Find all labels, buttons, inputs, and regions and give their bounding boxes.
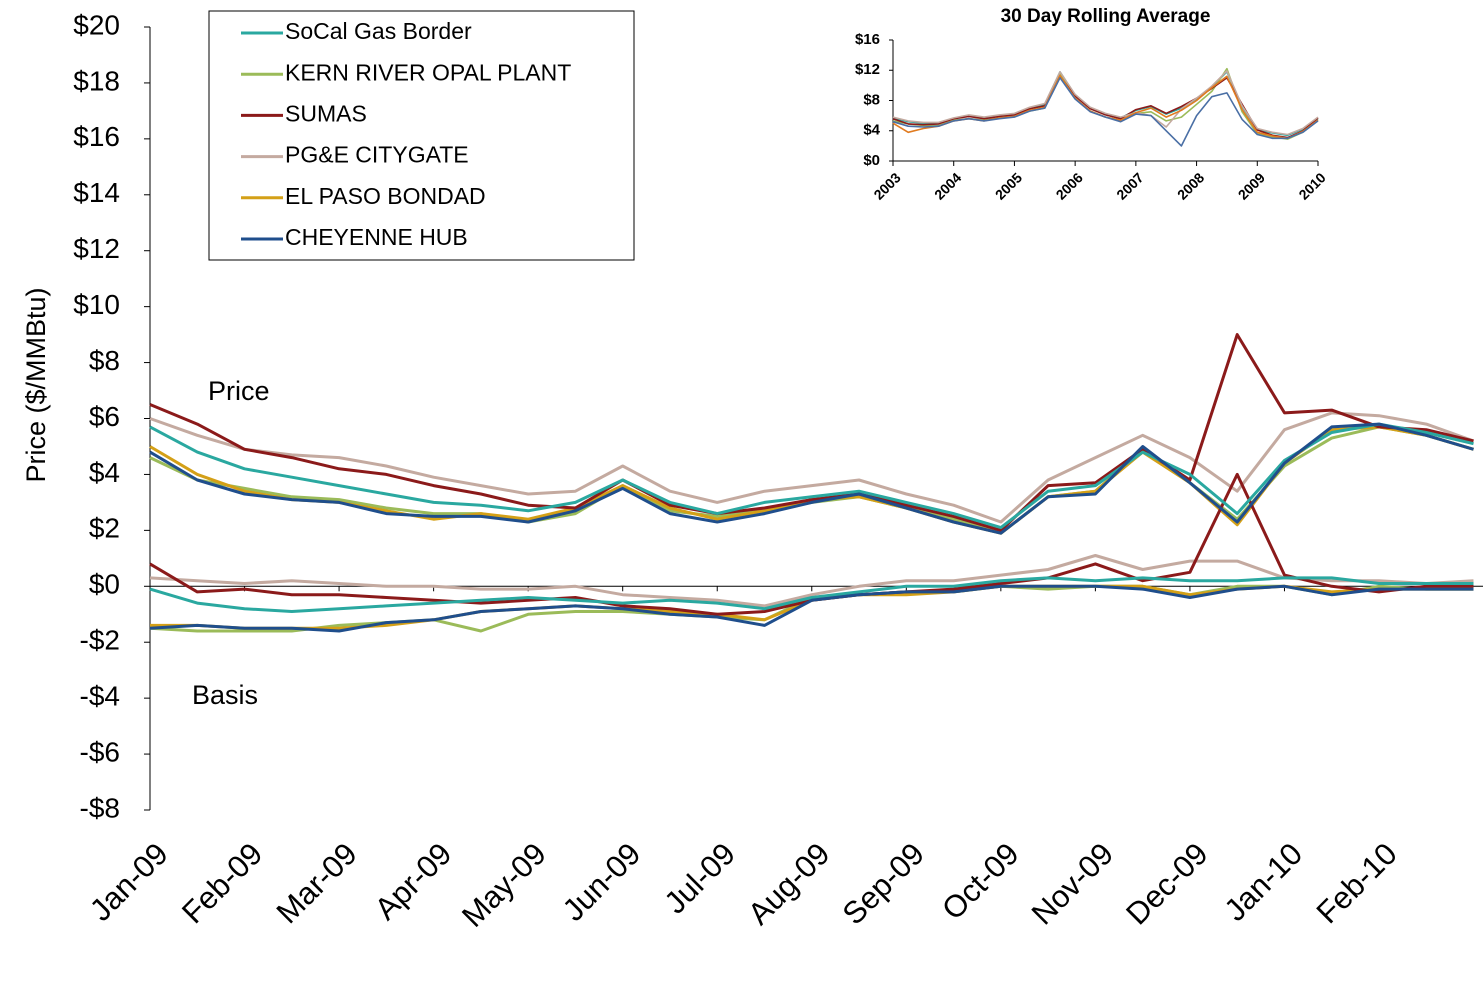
x-tick-label: Aug-09 xyxy=(741,836,836,931)
x-tick-label: Nov-09 xyxy=(1025,836,1120,931)
annotation: Basis xyxy=(192,680,258,710)
legend-label: PG&E CITYGATE xyxy=(285,142,469,168)
y-tick-label: $8 xyxy=(863,91,880,108)
x-tick-label: Jan-10 xyxy=(1217,836,1309,928)
x-tick-label: Apr-09 xyxy=(368,836,459,927)
legend-label: SUMAS xyxy=(285,100,367,126)
x-tick-label: Oct-09 xyxy=(935,836,1026,927)
series-line xyxy=(892,70,1319,136)
series-line xyxy=(149,411,1475,524)
y-axis-label: Price ($/MMBtu) xyxy=(21,287,51,482)
series-line xyxy=(149,333,1474,532)
y-tick-label: $4 xyxy=(863,122,880,139)
x-tick-label: Jan-09 xyxy=(83,836,175,928)
series-line xyxy=(892,74,1319,140)
x-tick-label: May-09 xyxy=(455,836,553,934)
series-line xyxy=(149,422,1474,530)
legend-label: CHEYENNE HUB xyxy=(285,224,468,250)
x-tick-label: 2003 xyxy=(870,169,903,202)
x-tick-label: Jun-09 xyxy=(556,836,648,928)
chart-title: 30 Day Rolling Average xyxy=(1001,6,1211,27)
series-line xyxy=(149,554,1474,608)
legend-box xyxy=(208,10,635,261)
x-tick-label: 2010 xyxy=(1295,169,1328,202)
legend-label: SoCal Gas Border xyxy=(285,18,472,44)
y-tick-label: -$4 xyxy=(80,681,120,712)
y-tick-label: $20 xyxy=(73,9,120,40)
x-tick-label: Feb-09 xyxy=(175,836,269,930)
y-tick-label: $0 xyxy=(863,152,880,169)
y-tick-label: $12 xyxy=(73,233,120,264)
x-tick-label: 2007 xyxy=(1113,169,1146,202)
x-tick-label: 2005 xyxy=(992,169,1025,202)
x-tick-label: 2004 xyxy=(931,169,964,202)
y-tick-label: $16 xyxy=(855,31,880,48)
series-line xyxy=(892,77,1319,147)
legend-label: KERN RIVER OPAL PLANT xyxy=(285,59,571,85)
y-tick-label: $14 xyxy=(73,177,120,208)
series-line xyxy=(149,576,1474,613)
legend-label: EL PASO BONDAD xyxy=(285,183,486,209)
series-line xyxy=(149,584,1474,633)
y-tick-label: $16 xyxy=(73,121,120,152)
y-tick-label: $4 xyxy=(89,457,120,488)
y-tick-label: -$8 xyxy=(80,792,120,823)
x-tick-label: Mar-09 xyxy=(270,836,364,930)
series-line xyxy=(149,422,1474,535)
y-tick-label: $8 xyxy=(89,345,120,376)
y-tick-label: -$6 xyxy=(80,736,120,767)
x-tick-label: 2009 xyxy=(1235,169,1268,202)
y-tick-label: $6 xyxy=(89,401,120,432)
y-tick-label: $12 xyxy=(855,61,880,78)
x-tick-label: 2006 xyxy=(1053,169,1086,202)
y-tick-label: $10 xyxy=(73,289,120,320)
x-tick-label: Sep-09 xyxy=(836,836,931,931)
x-tick-label: 2008 xyxy=(1174,169,1207,202)
x-tick-label: Dec-09 xyxy=(1119,836,1214,931)
x-tick-label: Jul-09 xyxy=(658,836,742,920)
y-tick-label: $2 xyxy=(89,513,120,544)
y-tick-label: $18 xyxy=(73,65,120,96)
annotation: Price xyxy=(208,376,270,406)
y-tick-label: -$2 xyxy=(80,625,120,656)
x-tick-label: Feb-10 xyxy=(1310,836,1404,930)
y-tick-label: $0 xyxy=(89,569,120,600)
